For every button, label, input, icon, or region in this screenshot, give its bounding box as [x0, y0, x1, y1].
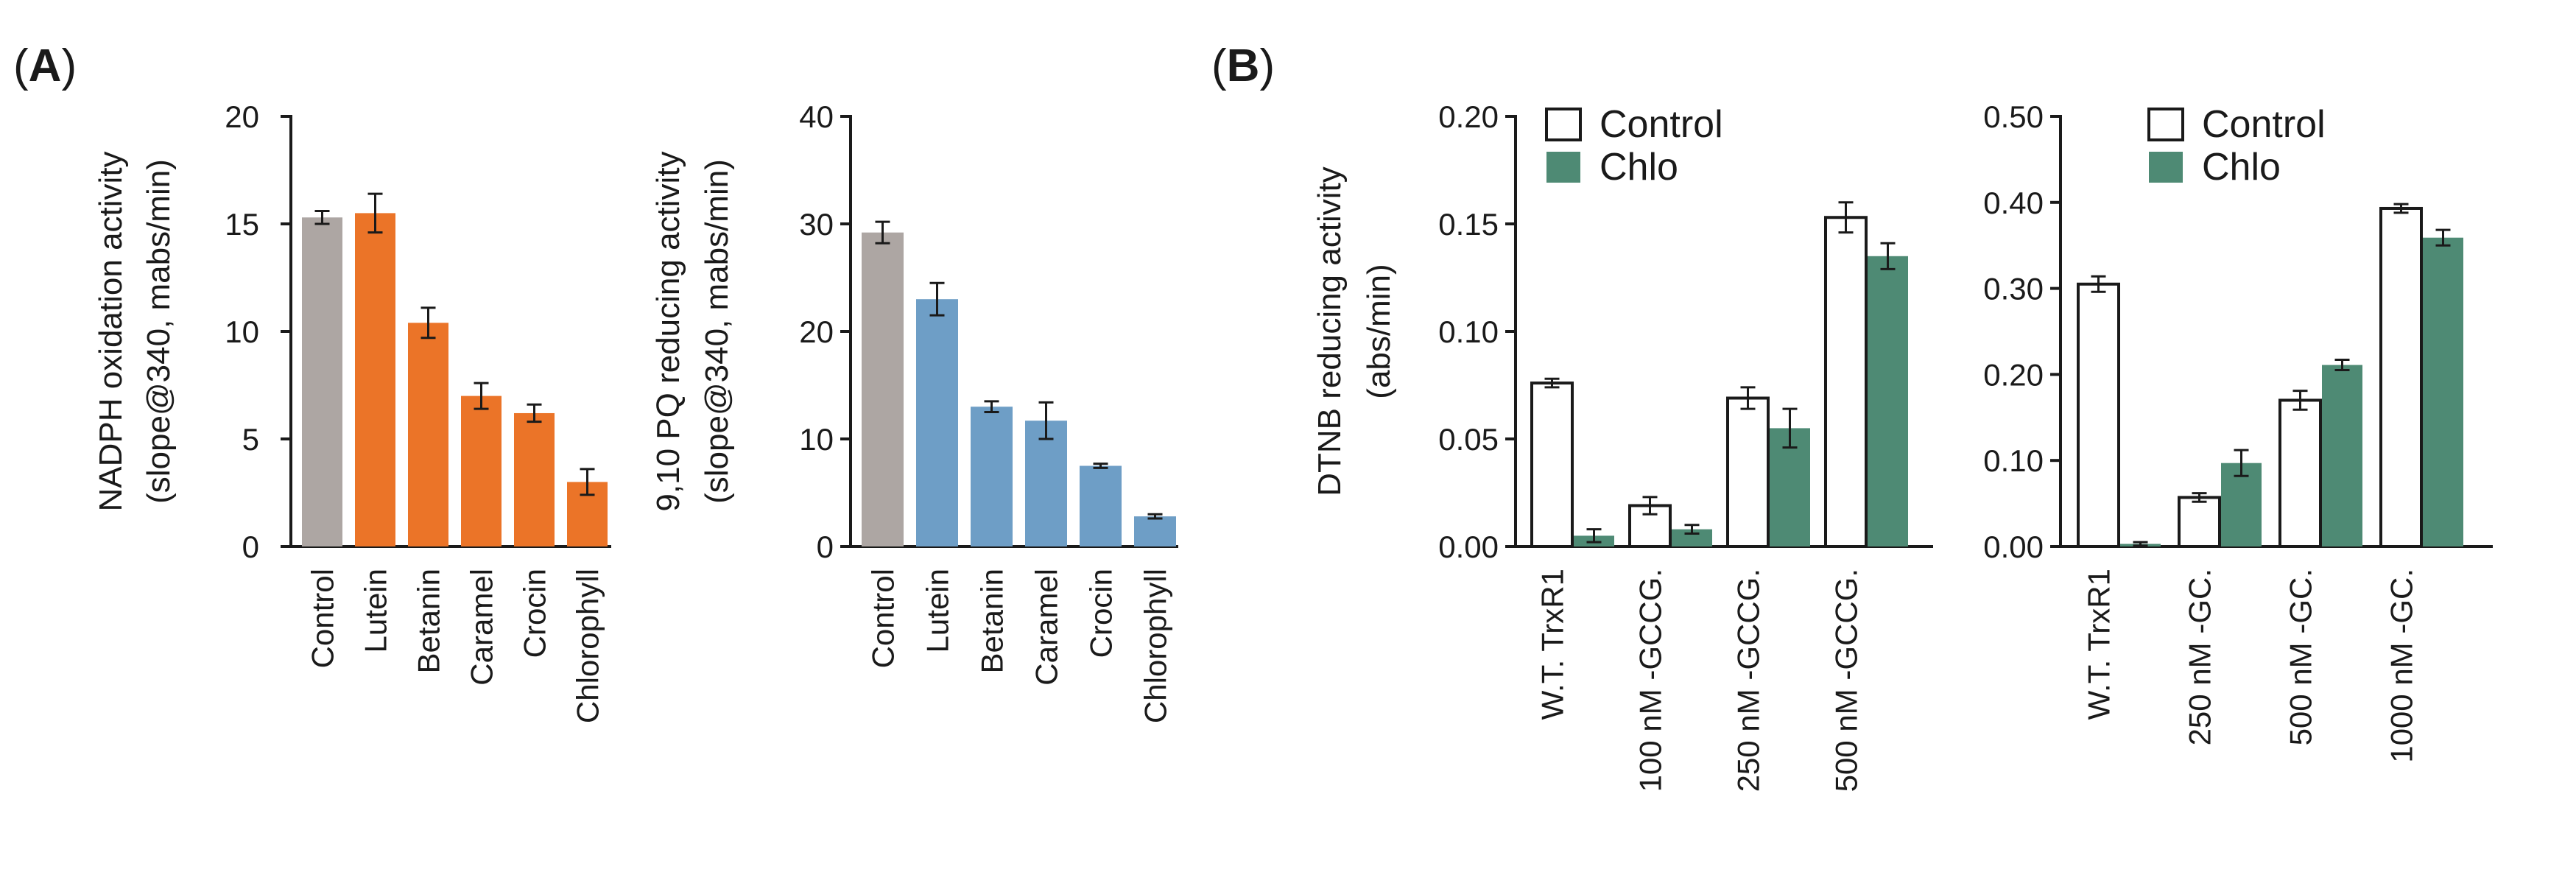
bar [971, 407, 1013, 546]
y-tick-label: 0 [817, 530, 834, 564]
panel-label-a: (A) [13, 41, 77, 91]
panel-label-b: (B) [1211, 41, 1275, 91]
bar-chlo [1672, 529, 1712, 546]
y-axis-title-line2: (abs/min) [1361, 264, 1397, 398]
bar [1134, 516, 1176, 546]
bar-control [1824, 216, 1868, 548]
legend-swatch-chlo [2149, 152, 2183, 183]
y-tick-label: 0.15 [1438, 207, 1499, 242]
legend-swatch-chlo [1546, 152, 1580, 183]
chart-dtnb-gccg: 0.00 0.05 0.10 0.15 0.20 DTNB reducing activi… [1312, 99, 1933, 792]
x-category-label: 500 nM -GC. [2284, 569, 2318, 745]
chart-pq-reducing: 0 10 20 30 40 9,10 PQ reducing activity (slope… [650, 99, 1178, 723]
x-category-label: Lutein [359, 569, 393, 653]
legend-label-chlo: Chlo [2202, 146, 2281, 189]
y-tick-label: 0.10 [1438, 314, 1499, 349]
y-tick-label: 20 [225, 99, 259, 134]
x-category-label: 500 nM -GCCG. [1829, 569, 1864, 792]
y-tick-label: 10 [225, 314, 259, 349]
y-tick-label: 0.20 [1983, 357, 2044, 392]
bar [1080, 465, 1122, 546]
y-tick-label: 0.20 [1438, 99, 1499, 134]
bar [461, 395, 502, 546]
bar-chlo [2322, 365, 2362, 546]
y-tick-label: 30 [799, 207, 834, 242]
y-tick-label: 10 [799, 422, 834, 457]
y-tick-label: 0.10 [1983, 443, 2044, 478]
x-category-label: Lutein [921, 569, 955, 653]
bar [862, 232, 904, 546]
bar-chlo [1868, 256, 1908, 546]
y-tick-label: 5 [242, 422, 259, 457]
y-tick-label: 0.30 [1983, 272, 2044, 306]
chart-dtnb-gc: 0.00 0.10 0.20 0.30 0.40 0.50 W.T. TrxR1 250 nM… [1983, 99, 2493, 763]
x-category-label: 250 nM -GC. [2183, 569, 2217, 745]
x-category-label: Chlorophyll [1139, 569, 1173, 723]
y-axis-title-line1: 9,10 PQ reducing activity [650, 151, 686, 511]
x-category-label: Chlorophyll [571, 569, 605, 723]
chart-nadph-oxidation: 0 5 10 15 20 NADPH oxidation activity (slope@3… [93, 99, 611, 723]
y-tick-label: 0.05 [1438, 422, 1499, 457]
bar [514, 412, 555, 546]
legend-label-control: Control [1600, 103, 1723, 146]
x-category-label: 100 nM -GCCG. [1633, 569, 1668, 792]
y-tick-label: 0.00 [1438, 530, 1499, 564]
x-category-label: Control [306, 569, 340, 668]
y-tick-label: 0 [242, 530, 259, 564]
bar-control [2379, 206, 2423, 548]
y-tick-label: 20 [799, 314, 834, 349]
x-category-label: Caramel [1030, 569, 1064, 686]
bar-control [2077, 282, 2120, 548]
bar-chlo [2423, 237, 2463, 546]
x-category-label: 1000 nM -GC. [2385, 569, 2419, 763]
y-tick-label: 0.40 [1983, 186, 2044, 220]
legend-label-control: Control [2202, 103, 2326, 146]
bar [1025, 421, 1067, 546]
bar-control [2178, 496, 2221, 549]
legend-swatch-control [1545, 108, 1582, 141]
x-category-label: Betanin [975, 569, 1010, 673]
y-axis-title-line2: (slope@340, mabs/min) [141, 159, 177, 504]
bar-control [1530, 382, 1574, 549]
x-category-label: 250 nM -GCCG. [1731, 569, 1766, 792]
bar [916, 299, 958, 546]
y-tick-label: 40 [799, 99, 834, 134]
x-category-label: Crocin [518, 569, 552, 658]
x-category-label: Caramel [465, 569, 499, 686]
y-tick-label: 0.50 [1983, 99, 2044, 134]
x-category-label: Betanin [412, 569, 446, 673]
legend-label-chlo: Chlo [1600, 146, 1678, 189]
bar-control [2278, 398, 2322, 548]
x-category-label: W.T. TrxR1 [1535, 569, 1570, 720]
bar [408, 323, 448, 546]
y-tick-label: 0.00 [1983, 530, 2044, 564]
x-category-label: W.T. TrxR1 [2082, 569, 2116, 720]
y-tick-label: 15 [225, 207, 259, 242]
y-axis-title-line2: (slope@340, mabs/min) [699, 159, 735, 504]
y-axis-title-line1: NADPH oxidation activity [93, 151, 129, 511]
bar-control [1726, 396, 1770, 549]
x-category-label: Control [866, 569, 901, 668]
bar [302, 217, 342, 546]
legend-swatch-control [2147, 108, 2184, 141]
bar [355, 213, 395, 546]
x-category-label: Crocin [1084, 569, 1119, 658]
y-axis-title-line1: DTNB reducing activity [1312, 166, 1348, 496]
